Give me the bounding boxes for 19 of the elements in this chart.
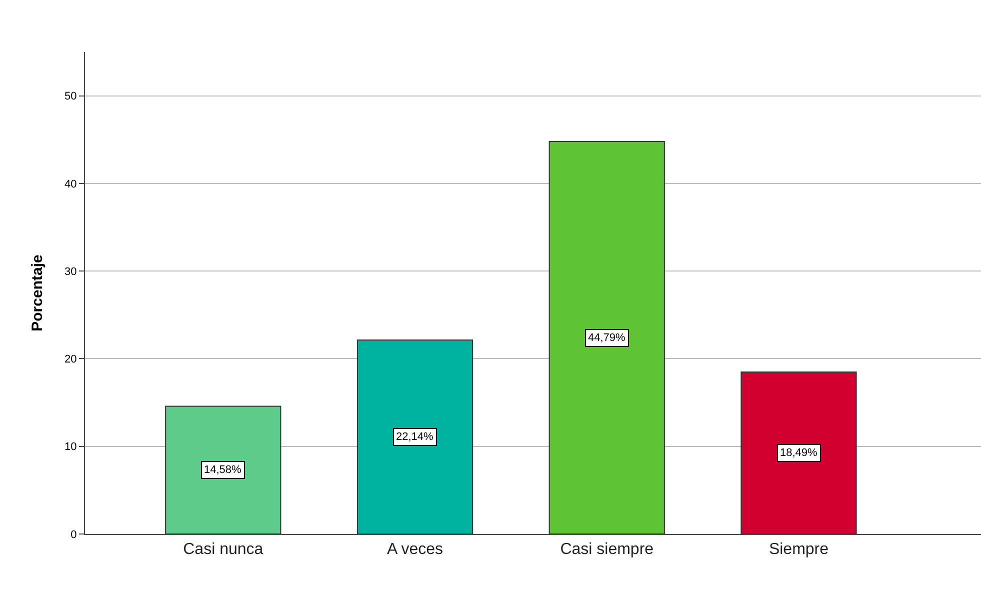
bar [356, 339, 474, 534]
y-tick-label: 0 [70, 528, 77, 541]
x-tick-label: Siempre [768, 541, 829, 558]
data-label: 22,14% [396, 431, 434, 443]
data-label: 14,58% [204, 464, 242, 476]
x-tick-label: Casi siempre [560, 541, 654, 558]
y-tick-label: 50 [64, 90, 77, 103]
data-label: 44,79% [588, 332, 626, 344]
bar [740, 371, 857, 534]
y-tick-label: 20 [64, 354, 77, 366]
y-tick-label: 30 [64, 266, 77, 278]
y-tick-label: 10 [64, 441, 77, 454]
bar [165, 406, 282, 534]
x-tick-label: A veces [386, 541, 444, 558]
y-axis-title: Porcentaje [28, 254, 46, 332]
data-label: 18,49% [780, 447, 818, 459]
y-tick-label: 40 [64, 178, 77, 190]
x-tick-label: Casi nunca [183, 541, 264, 558]
bar [548, 140, 665, 534]
